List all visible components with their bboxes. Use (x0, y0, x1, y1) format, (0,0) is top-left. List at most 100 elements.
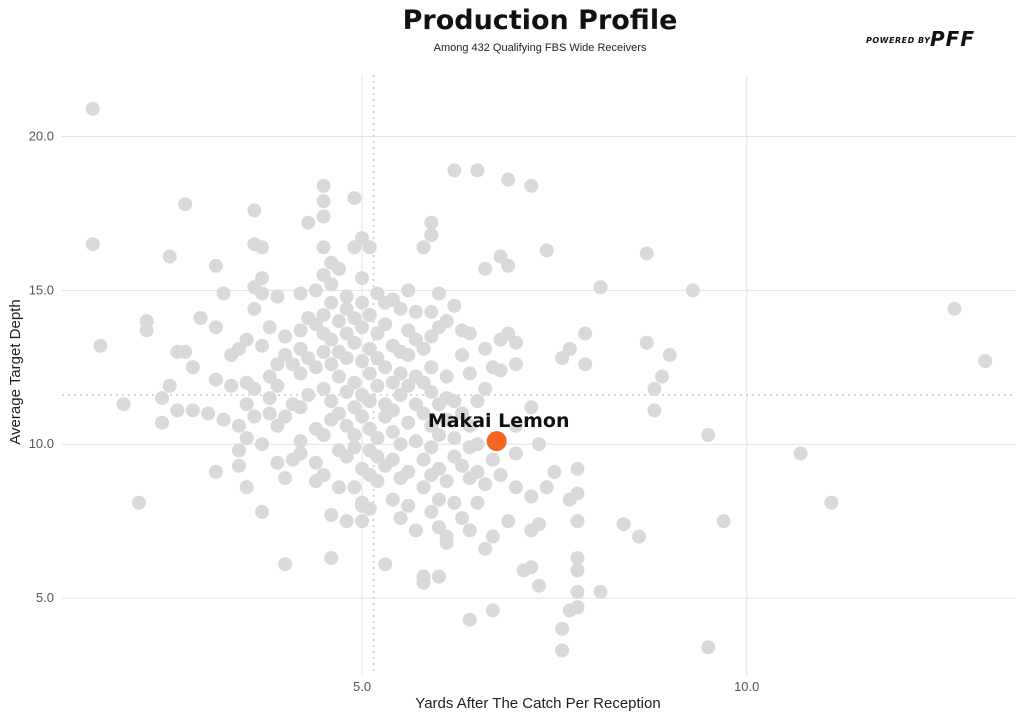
data-point (231, 443, 246, 458)
data-point (362, 394, 377, 409)
data-point (431, 428, 446, 442)
data-point (447, 163, 462, 178)
data-point (632, 529, 647, 544)
data-point (370, 286, 385, 301)
data-point (508, 446, 523, 461)
data-point (116, 397, 131, 412)
data-point (408, 397, 423, 412)
data-point (293, 366, 308, 381)
data-point (355, 320, 370, 335)
data-point (947, 301, 962, 316)
data-point (316, 381, 331, 396)
data-point (316, 428, 331, 442)
data-point (485, 452, 500, 467)
data-point (501, 326, 516, 341)
data-point (293, 400, 308, 415)
logo-powered-by: POWERED BY (866, 36, 931, 45)
data-point (555, 351, 570, 366)
data-point (239, 480, 254, 495)
tick-labels: 5.0 10.0 5.0 10.0 15.0 20.0 (29, 129, 760, 694)
data-point (616, 517, 631, 532)
data-point (370, 474, 385, 489)
data-point (470, 495, 485, 510)
highlight-group: Makai Lemon (428, 410, 570, 452)
data-point (662, 348, 677, 362)
data-point (408, 523, 423, 538)
data-point (424, 440, 439, 455)
data-point (547, 464, 562, 479)
data-point (593, 280, 608, 295)
data-point (478, 261, 493, 276)
data-point (355, 295, 370, 310)
data-point (978, 354, 993, 369)
data-point (378, 360, 393, 375)
data-point (278, 557, 293, 572)
data-point (208, 258, 223, 273)
data-point (247, 203, 262, 218)
data-point (324, 277, 339, 292)
data-point (247, 381, 262, 396)
data-point (278, 348, 293, 362)
data-point (408, 304, 423, 319)
data-point (508, 480, 523, 495)
data-point (485, 529, 500, 544)
data-point (455, 458, 470, 473)
data-point (385, 424, 400, 439)
data-point (208, 464, 223, 479)
data-point (293, 434, 308, 449)
data-point (270, 378, 285, 393)
data-point (255, 338, 270, 353)
data-point (508, 335, 523, 350)
x-tick-label: 10.0 (734, 679, 759, 694)
data-point (262, 391, 277, 406)
data-point (555, 621, 570, 636)
data-point (178, 197, 193, 212)
data-point (247, 301, 262, 316)
data-point (455, 511, 470, 526)
data-point (824, 495, 839, 510)
data-point (385, 375, 400, 390)
data-point (470, 464, 485, 479)
data-point (216, 286, 231, 301)
data-point (324, 394, 339, 409)
data-point (255, 271, 270, 286)
data-point (578, 357, 593, 372)
data-point (347, 311, 362, 326)
data-point (362, 341, 377, 356)
data-point (362, 366, 377, 381)
data-point (478, 541, 493, 556)
data-point (524, 560, 539, 575)
data-point (462, 326, 477, 341)
data-point (393, 301, 408, 316)
data-point (532, 517, 546, 532)
data-point (570, 551, 585, 566)
data-point (370, 326, 385, 341)
data-point (308, 455, 323, 470)
data-point (347, 440, 362, 455)
data-point (532, 578, 546, 593)
data-point (493, 249, 508, 264)
data-point (793, 446, 808, 461)
data-point (416, 406, 431, 421)
data-point (462, 418, 477, 433)
data-point (455, 348, 470, 362)
data-point (208, 372, 223, 387)
highlight-label: Makai Lemon (428, 410, 570, 432)
data-point (416, 575, 431, 590)
data-point (331, 261, 346, 276)
data-point (239, 431, 254, 446)
data-point (470, 163, 485, 178)
data-point (162, 378, 177, 393)
data-point (339, 326, 354, 341)
data-point (570, 600, 585, 615)
data-point (424, 215, 439, 230)
data-point (431, 461, 446, 476)
data-point (593, 584, 608, 599)
data-point (439, 314, 454, 329)
data-point (424, 360, 439, 375)
data-point (401, 498, 416, 513)
data-point (424, 384, 439, 399)
data-point (170, 403, 185, 418)
data-point (431, 286, 446, 301)
